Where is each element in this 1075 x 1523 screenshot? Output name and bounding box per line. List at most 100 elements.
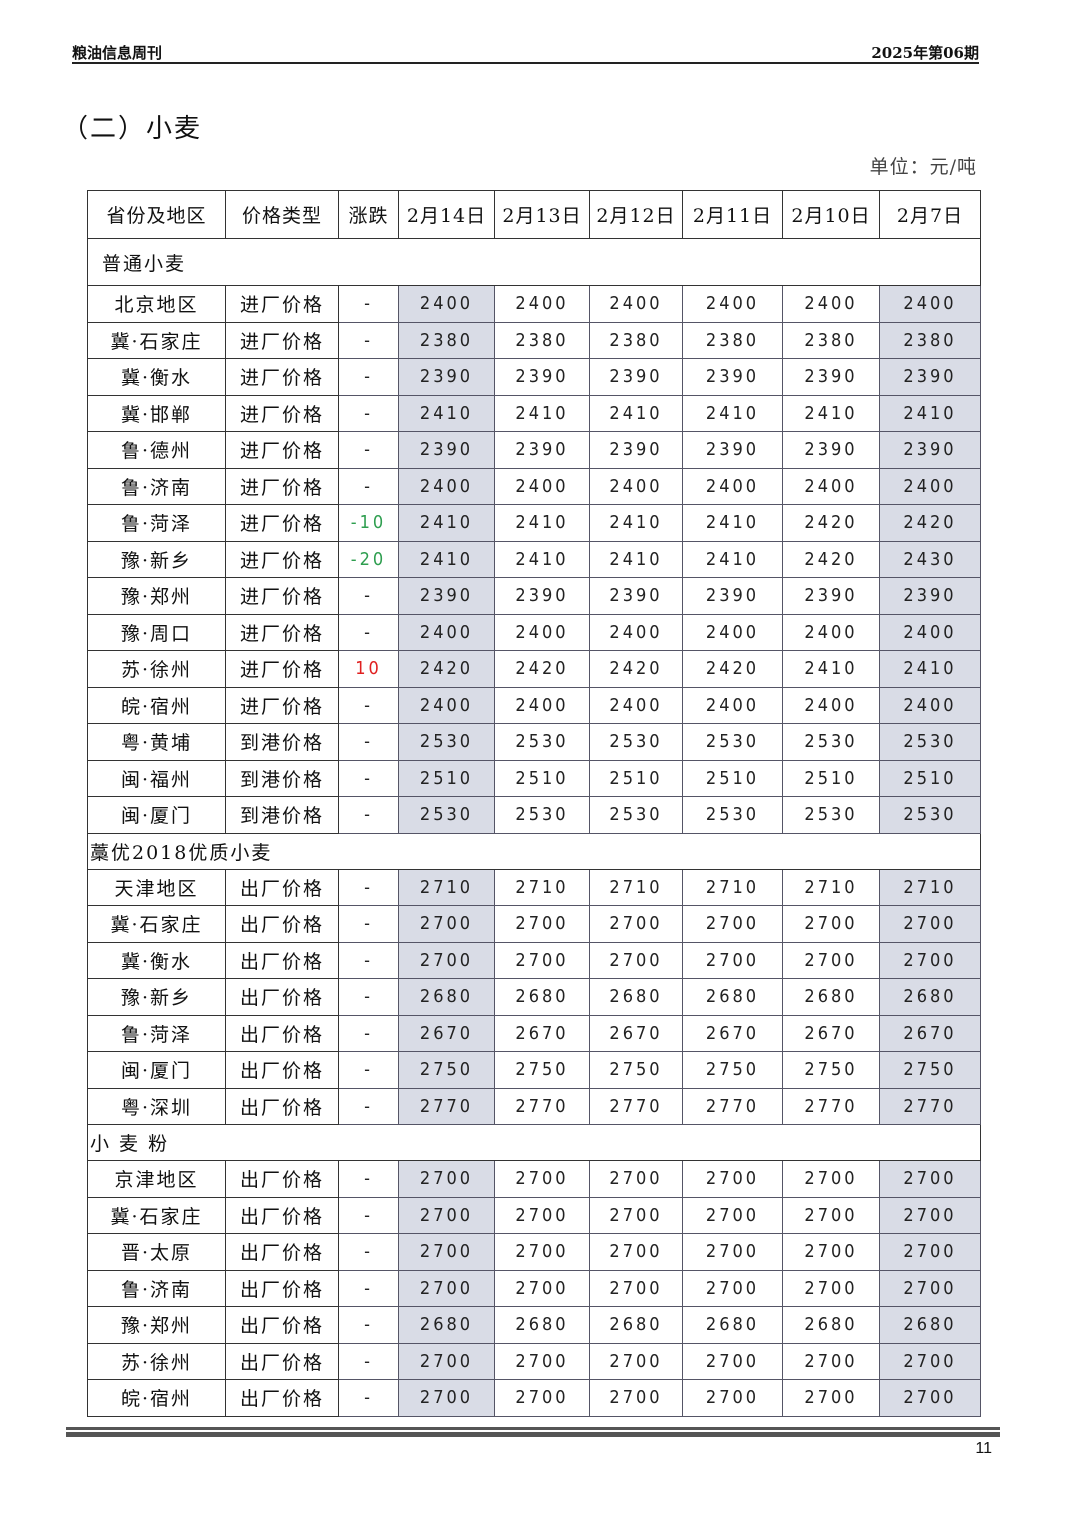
footer-rule xyxy=(66,1427,1000,1430)
price-cell: 2430 xyxy=(879,540,981,578)
change-cell: - xyxy=(338,1051,399,1089)
price-cell: 2410 xyxy=(589,394,683,432)
price-cell: 2530 xyxy=(879,723,981,761)
price-cell: 2700 xyxy=(879,941,981,979)
price-cell: 2410 xyxy=(589,504,683,542)
page-number: 11 xyxy=(975,1440,992,1457)
price-cell: 2670 xyxy=(879,1014,981,1052)
region-cell: 豫·郑州 xyxy=(87,577,226,615)
footer-rule-thick xyxy=(66,1432,1000,1437)
issue-number: 2025年第06期 xyxy=(871,44,979,62)
table-row: 闽·厦门 出厂价格 -2750 2750 2750 2750 2750 2750 xyxy=(87,1051,981,1089)
change-cell: - xyxy=(338,759,399,797)
price-cell: 2530 xyxy=(879,796,981,834)
price-cell: 2700 xyxy=(398,1269,495,1307)
price-type-cell: 出厂价格 xyxy=(225,1306,339,1344)
price-cell: 2700 xyxy=(398,1379,495,1417)
price-cell: 2750 xyxy=(682,1051,783,1089)
price-cell: 2400 xyxy=(398,686,495,724)
price-cell: 2700 xyxy=(879,1269,981,1307)
price-cell: 2530 xyxy=(398,723,495,761)
section-label: 藁优2018优质小麦 xyxy=(87,832,981,870)
table-row: 鲁·济南 进厂价格 -2400 2400 2400 2400 2400 2400 xyxy=(87,467,981,505)
table-row: 豫·周口 进厂价格 -2400 2400 2400 2400 2400 2400 xyxy=(87,613,981,651)
change-cell: - xyxy=(338,1087,399,1125)
price-cell: 2530 xyxy=(398,796,495,834)
table-row: 鲁·菏泽 出厂价格 -2670 2670 2670 2670 2670 2670 xyxy=(87,1014,981,1052)
price-cell: 2700 xyxy=(398,1196,495,1234)
region-cell: 鲁·菏泽 xyxy=(87,504,226,542)
price-cell: 2390 xyxy=(782,431,880,469)
price-cell: 2700 xyxy=(589,1233,683,1271)
price-cell: 2680 xyxy=(398,1306,495,1344)
price-cell: 2400 xyxy=(398,467,495,505)
price-cell: 2400 xyxy=(879,467,981,505)
price-cell: 2700 xyxy=(879,1233,981,1271)
change-cell: - xyxy=(338,1196,399,1234)
price-type-cell: 出厂价格 xyxy=(225,1051,339,1089)
price-cell: 2390 xyxy=(589,431,683,469)
price-cell: 2380 xyxy=(398,321,495,359)
price-type-cell: 出厂价格 xyxy=(225,1196,339,1234)
change-cell: 10 xyxy=(338,650,399,688)
price-cell: 2400 xyxy=(494,686,590,724)
price-cell: 2700 xyxy=(682,1269,783,1307)
price-cell: 2670 xyxy=(398,1014,495,1052)
region-cell: 闽·厦门 xyxy=(87,1051,226,1089)
price-cell: 2530 xyxy=(682,723,783,761)
price-cell: 2530 xyxy=(494,796,590,834)
price-cell: 2390 xyxy=(879,358,981,396)
price-cell: 2700 xyxy=(682,1196,783,1234)
column-header: 2月11日 xyxy=(682,190,783,239)
price-cell: 2390 xyxy=(398,358,495,396)
change-cell: - xyxy=(338,613,399,651)
price-cell: 2710 xyxy=(782,868,880,906)
price-type-cell: 进厂价格 xyxy=(225,467,339,505)
region-cell: 豫·新乡 xyxy=(87,540,226,578)
region-cell: 苏·徐州 xyxy=(87,650,226,688)
change-cell: - xyxy=(338,467,399,505)
price-cell: 2700 xyxy=(589,905,683,943)
table-row: 鲁·济南 出厂价格 -2700 2700 2700 2700 2700 2700 xyxy=(87,1269,981,1307)
region-cell: 晋·太原 xyxy=(87,1233,226,1271)
price-cell: 2700 xyxy=(589,1342,683,1380)
section-row: 小 麦 粉 xyxy=(87,1124,981,1161)
price-cell: 2410 xyxy=(782,650,880,688)
price-type-cell: 进厂价格 xyxy=(225,321,339,359)
price-cell: 2680 xyxy=(398,978,495,1016)
price-cell: 2410 xyxy=(682,540,783,578)
price-type-cell: 出厂价格 xyxy=(225,1087,339,1125)
price-cell: 2700 xyxy=(879,1196,981,1234)
price-cell: 2680 xyxy=(494,978,590,1016)
price-cell: 2700 xyxy=(398,905,495,943)
table-row: 冀·石家庄 出厂价格 -2700 2700 2700 2700 2700 2700 xyxy=(87,1196,981,1234)
price-cell: 2700 xyxy=(879,1160,981,1198)
change-cell: - xyxy=(338,978,399,1016)
change-cell: - xyxy=(338,1160,399,1198)
price-cell: 2410 xyxy=(398,394,495,432)
change-cell: - xyxy=(338,686,399,724)
region-cell: 北京地区 xyxy=(87,285,226,323)
price-cell: 2700 xyxy=(398,1342,495,1380)
price-cell: 2770 xyxy=(494,1087,590,1125)
price-cell: 2680 xyxy=(782,1306,880,1344)
price-cell: 2750 xyxy=(494,1051,590,1089)
change-cell: - xyxy=(338,1306,399,1344)
price-cell: 2700 xyxy=(589,1196,683,1234)
table-row: 豫·新乡 出厂价格 -2680 2680 2680 2680 2680 2680 xyxy=(87,978,981,1016)
price-cell: 2670 xyxy=(682,1014,783,1052)
price-cell: 2390 xyxy=(589,577,683,615)
price-cell: 2700 xyxy=(682,941,783,979)
price-cell: 2400 xyxy=(782,613,880,651)
price-cell: 2670 xyxy=(782,1014,880,1052)
price-cell: 2700 xyxy=(682,1160,783,1198)
price-cell: 2410 xyxy=(879,394,981,432)
change-cell: - xyxy=(338,723,399,761)
price-cell: 2750 xyxy=(589,1051,683,1089)
table-row: 冀·石家庄 出厂价格 -2700 2700 2700 2700 2700 2700 xyxy=(87,905,981,943)
price-type-cell: 进厂价格 xyxy=(225,504,339,542)
price-cell: 2380 xyxy=(682,321,783,359)
column-header: 2月10日 xyxy=(782,190,880,239)
price-cell: 2680 xyxy=(589,978,683,1016)
price-cell: 2750 xyxy=(782,1051,880,1089)
